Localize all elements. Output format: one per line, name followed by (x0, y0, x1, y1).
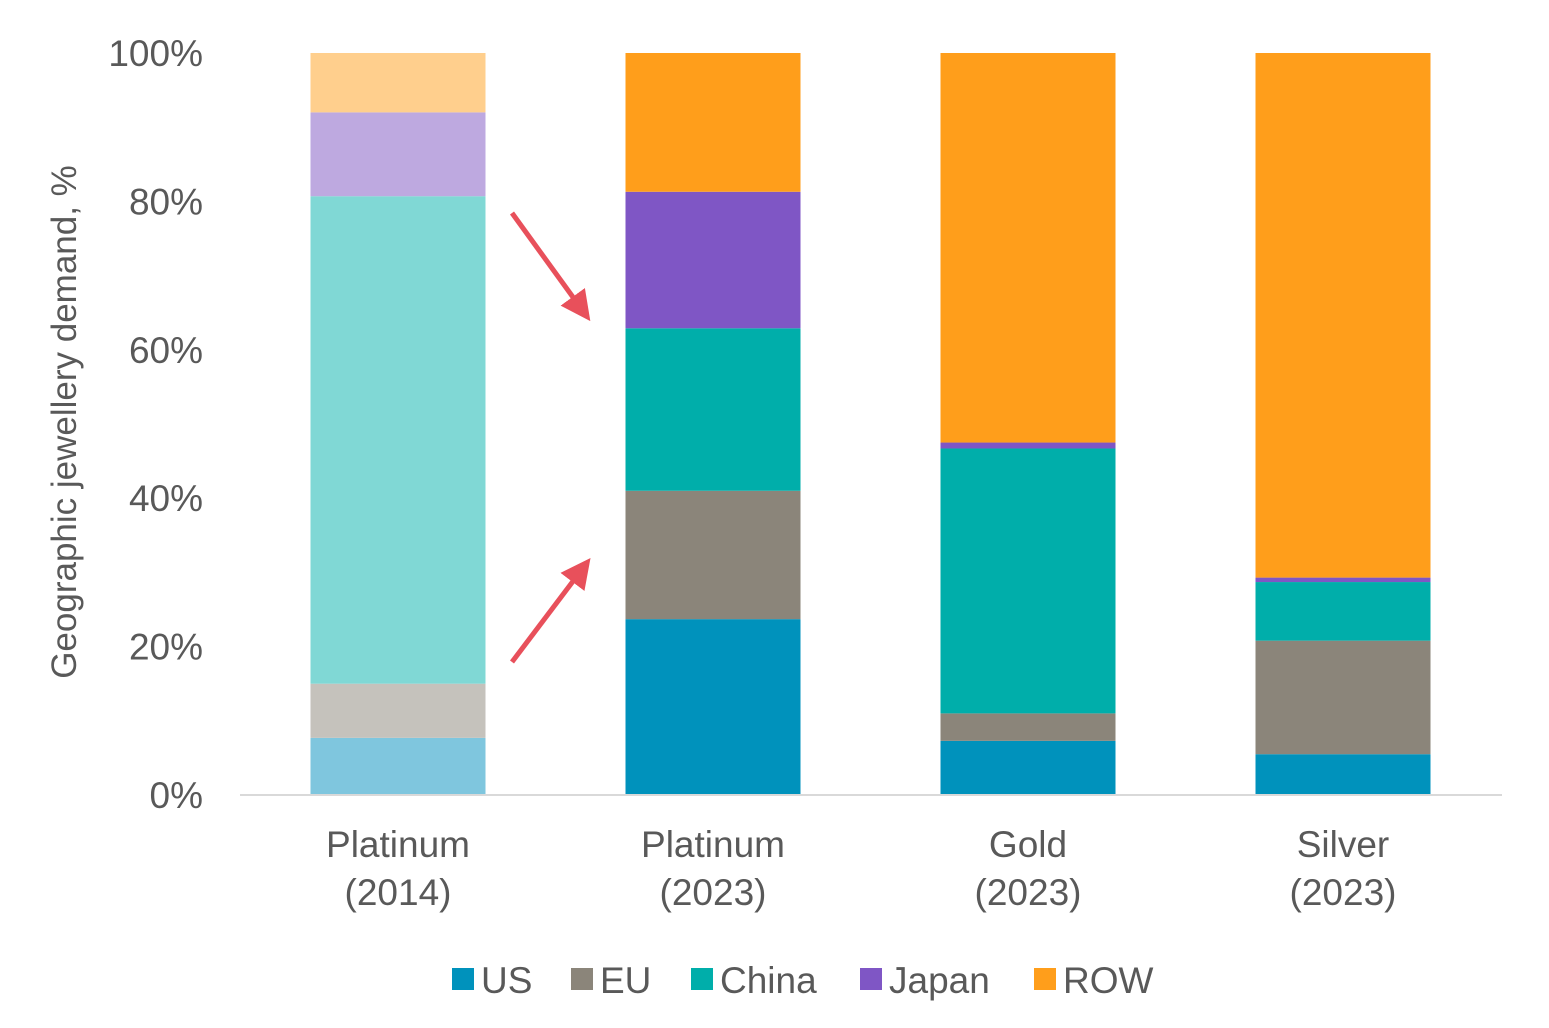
bar-segment-eu (1255, 640, 1431, 755)
legend-label-china: China (720, 960, 817, 1001)
bar-segment-eu (940, 713, 1116, 741)
bar-segment-japan (940, 442, 1116, 449)
legend-swatch-china (691, 968, 713, 990)
legend-label-japan: Japan (889, 960, 990, 1001)
y-axis-ticks: 0% 20% 40% 60% 80% 100% (108, 33, 203, 816)
legend-swatch-row (1034, 968, 1056, 990)
x-category-sublabel: (2023) (660, 872, 767, 913)
bar-segment-us (625, 619, 801, 795)
y-tick-label: 40% (129, 478, 203, 519)
bar-segment-japan (1255, 577, 1431, 583)
y-tick-label: 60% (129, 330, 203, 371)
bar-segment-eu (310, 683, 486, 738)
bar-segment-japan (625, 191, 801, 329)
bar-segment-eu (625, 490, 801, 620)
x-category-sublabel: (2014) (345, 872, 452, 913)
annotation-arrow-up (510, 558, 591, 664)
bar-segment-china (625, 328, 801, 491)
bar-segment-us (1255, 754, 1431, 795)
bar-segment-row (940, 53, 1116, 443)
bar-segment-china (940, 448, 1116, 714)
legend-swatch-japan (860, 968, 882, 990)
x-category-label: Platinum (326, 824, 470, 865)
bar-segment-row (310, 53, 486, 113)
annotation-arrow-down (509, 211, 591, 322)
legend-label-eu: EU (600, 960, 651, 1001)
x-category-label: Silver (1297, 824, 1390, 865)
bar-segment-japan (310, 112, 486, 197)
x-category-sublabel: (2023) (975, 872, 1082, 913)
bar-segment-china (1255, 582, 1431, 641)
y-tick-label: 100% (108, 33, 203, 74)
legend-label-row: ROW (1063, 960, 1154, 1001)
bars-group (310, 53, 1431, 795)
bar-segment-china (310, 196, 486, 684)
bar-segment-us (940, 740, 1116, 795)
legend: US EU China Japan ROW (452, 960, 1154, 1001)
y-axis-label: Geographic jewellery demand, % (45, 165, 84, 679)
bar-segment-row (625, 53, 801, 192)
legend-swatch-eu (571, 968, 593, 990)
legend-label-us: US (481, 960, 532, 1001)
x-axis-categories: Platinum (2014) Platinum (2023) Gold (2023) Si… (326, 824, 1396, 913)
x-category-label: Gold (989, 824, 1067, 865)
bar-segment-row (1255, 53, 1431, 578)
y-tick-label: 80% (129, 181, 203, 222)
bar-segment-us (310, 737, 486, 795)
x-category-label: Platinum (641, 824, 785, 865)
legend-swatch-us (452, 968, 474, 990)
x-category-sublabel: (2023) (1290, 872, 1397, 913)
y-tick-label: 0% (150, 775, 203, 816)
y-tick-label: 20% (129, 627, 203, 668)
